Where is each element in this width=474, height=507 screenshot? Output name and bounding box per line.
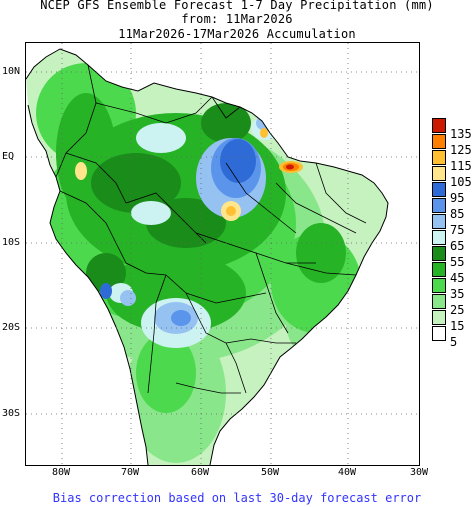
legend-label-75: 75 (450, 223, 465, 237)
legend-label-15: 15 (450, 319, 465, 333)
legend-label-135: 135 (450, 127, 472, 141)
legend-swatch-35 (432, 278, 446, 293)
legend-swatch-125 (432, 134, 446, 149)
lat-label-10n: 10N (2, 66, 21, 77)
legend-label-105: 105 (450, 175, 472, 189)
lon-label-40w: 40W (337, 467, 357, 478)
legend-label-95: 95 (450, 191, 465, 205)
lon-label-60w: 60W (190, 467, 210, 478)
legend-swatch-65 (432, 230, 446, 245)
legend-label-125: 125 (450, 143, 472, 157)
precipitation-map (25, 42, 420, 466)
graticule (26, 43, 419, 465)
legend-swatch-75 (432, 214, 446, 229)
lon-label-80w: 80W (51, 467, 71, 478)
precipitation-map-canvas (26, 43, 419, 465)
map-title: NCEP GFS Ensemble Forecast 1-7 Day Preci… (40, 0, 434, 12)
legend-label-45: 45 (450, 271, 465, 285)
lon-label-70w: 70W (120, 467, 140, 478)
legend-swatch-25 (432, 294, 446, 309)
bias-correction-note: Bias correction based on last 30-day for… (52, 491, 422, 505)
extreme-precip-area (279, 161, 303, 173)
legend-label-55: 55 (450, 255, 465, 269)
legend-label-65: 65 (450, 239, 465, 253)
legend-swatch-45 (432, 262, 446, 277)
legend-swatch-135 (432, 118, 446, 133)
legend-swatch-85 (432, 198, 446, 213)
legend-swatch-115 (432, 150, 446, 165)
forecast-start-date: from: 11Mar2026 (181, 12, 293, 26)
lat-label-20s: 20S (2, 322, 21, 333)
lat-label-10s: 10S (2, 237, 21, 248)
lon-label-30w: 30W (409, 467, 429, 478)
legend-swatch-95 (432, 182, 446, 197)
continent-coastline (26, 48, 389, 465)
accumulation-period: 11Mar2026-17Mar2026 Accumulation (118, 27, 356, 41)
legend-label-5: 5 (450, 335, 458, 349)
legend-label-25: 25 (450, 303, 465, 317)
lat-label-eq: EQ (2, 151, 15, 162)
legend-label-85: 85 (450, 207, 465, 221)
legend-swatch-105 (432, 166, 446, 181)
legend-swatch-15 (432, 310, 446, 325)
legend-swatch-5 (432, 326, 446, 341)
lat-label-30s: 30S (2, 408, 21, 419)
legend-label-115: 115 (450, 159, 472, 173)
legend-swatch-55 (432, 246, 446, 261)
legend-label-35: 35 (450, 287, 465, 301)
lon-label-50w: 50W (260, 467, 280, 478)
